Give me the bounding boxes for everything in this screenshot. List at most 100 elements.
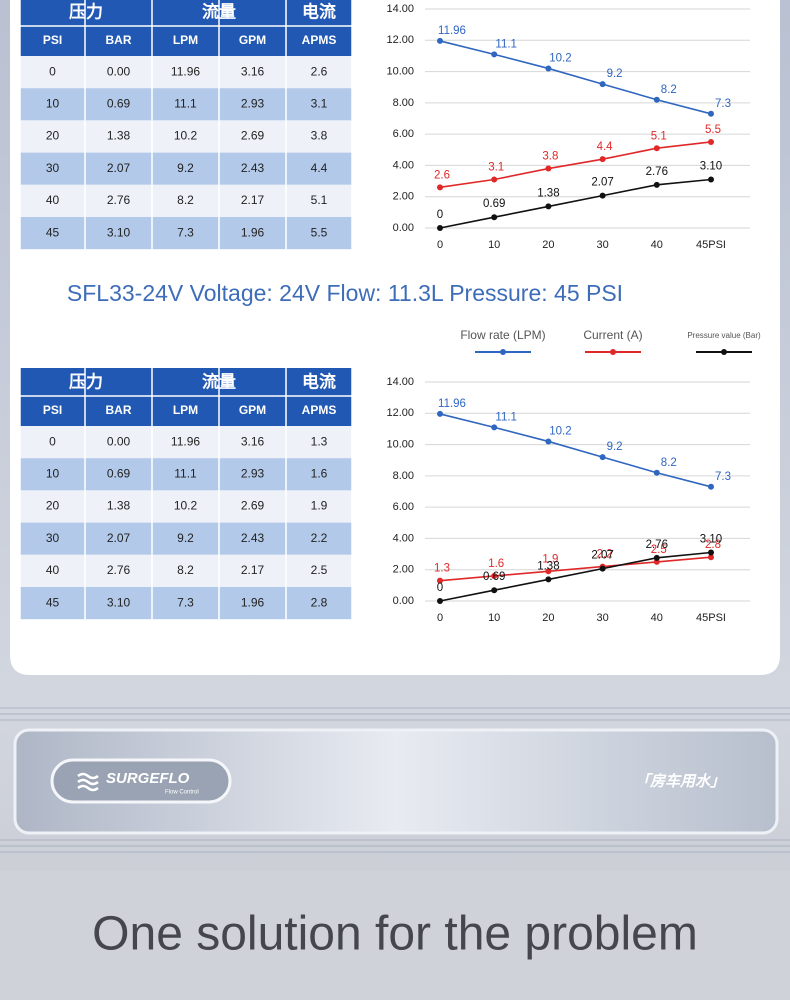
- brand-waves: [77, 772, 99, 792]
- x-tick-label: 40: [651, 612, 663, 624]
- data-point: [437, 598, 443, 604]
- table-column: BAR: [106, 403, 132, 417]
- table-column: PSI: [43, 33, 62, 47]
- brand: SURGEFLO: [106, 770, 190, 787]
- x-tick-label: 0: [437, 239, 443, 251]
- data-label: 10.2: [549, 52, 571, 64]
- table-row: [20, 56, 352, 89]
- legend-label: Current (A): [583, 328, 642, 342]
- table-cell: 3.10: [107, 595, 131, 609]
- banner: [13, 728, 779, 835]
- heading: SFL33-24V Voltage: 24V Flow: 11.3L Press…: [67, 280, 623, 306]
- data-label: 0.69: [483, 571, 505, 583]
- table-cell: 5.1: [311, 193, 328, 207]
- legend-label: Flow rate (LPM): [460, 328, 545, 342]
- data-label: 2.5: [651, 544, 667, 556]
- data-label: 1.38: [537, 187, 559, 199]
- data-point: [491, 176, 498, 183]
- table-column: GPM: [239, 403, 266, 417]
- data-label: 2.07: [591, 550, 613, 562]
- y-tick-label: 10.00: [386, 65, 414, 77]
- table-cell: 3.16: [241, 434, 265, 448]
- table-cell: 2.93: [241, 96, 265, 110]
- x-tick-label: 30: [596, 239, 608, 251]
- data-label: 2.8: [705, 539, 721, 551]
- data-label: 11.1: [495, 38, 517, 50]
- data-point: [599, 81, 606, 88]
- data-label: 1.9: [542, 553, 558, 565]
- table-cell: 40: [46, 563, 60, 577]
- table-cell: 2.69: [241, 129, 265, 143]
- data-point: [599, 156, 606, 163]
- y-tick-label: 12.00: [386, 34, 414, 46]
- table-row: [20, 88, 352, 121]
- table-cell: 2.93: [241, 466, 265, 480]
- table-cell: 0: [49, 64, 56, 78]
- x-tick-label: 0: [437, 612, 443, 624]
- table-cell: 45: [46, 225, 60, 239]
- table-row: [20, 587, 352, 620]
- table-cell: 2.76: [107, 193, 131, 207]
- x-tick-label: 20: [542, 239, 554, 251]
- x-tick-label: 30: [596, 612, 608, 624]
- table-cell: 2.6: [311, 64, 328, 78]
- data-point: [708, 549, 714, 556]
- data-point: [653, 469, 660, 476]
- data-point: [491, 587, 498, 594]
- table-column: APMS: [302, 403, 337, 417]
- table-row: [20, 458, 352, 491]
- data-label: 8.2: [661, 84, 677, 96]
- table-cell: 1.96: [241, 595, 265, 609]
- table-cell: 2.07: [107, 161, 131, 175]
- table-cell: 30: [46, 161, 60, 175]
- table-cell: 2.43: [241, 161, 265, 175]
- data-label: 10.2: [549, 425, 571, 437]
- table-cell: 0.00: [107, 434, 131, 448]
- table-cell: 8.2: [177, 563, 194, 577]
- table-cell: 20: [46, 129, 60, 143]
- data-point: [545, 165, 552, 172]
- series-line: [439, 178, 712, 229]
- table-cell: 9.2: [177, 161, 194, 175]
- series-line: [439, 413, 712, 488]
- table-column: LPM: [173, 33, 198, 47]
- table-column: GPM: [239, 33, 266, 47]
- data-label: 0.69: [483, 198, 505, 210]
- data-point: [653, 554, 660, 561]
- table-cell: 0: [49, 434, 56, 448]
- y-tick-label: 4.00: [393, 532, 414, 544]
- data-point: [491, 572, 498, 579]
- y-tick-label: 6.00: [393, 501, 414, 513]
- y-tick-label: 2.00: [393, 564, 414, 576]
- data-point: [437, 410, 443, 417]
- y-tick-label: 2.00: [393, 191, 414, 203]
- table-column: BAR: [106, 33, 132, 47]
- table-cell: 10: [46, 466, 60, 480]
- data-label: 11.1: [495, 411, 517, 423]
- stripes: [0, 707, 790, 853]
- data-point: [437, 577, 443, 584]
- data-label: 9.2: [607, 68, 623, 80]
- data-point: [653, 96, 660, 103]
- table-cell: 2.17: [241, 193, 265, 207]
- data-point: [491, 214, 498, 221]
- table-cell: 1.6: [311, 466, 328, 480]
- slogan: One solution for the problem: [92, 908, 698, 961]
- data-point: [491, 424, 498, 431]
- data-point: [708, 138, 714, 145]
- table-row: [20, 184, 352, 217]
- data-label: 7.3: [715, 98, 731, 110]
- table-cell: 5.5: [311, 225, 328, 239]
- table-cell: 30: [46, 531, 60, 545]
- table-cell: 2.8: [311, 595, 328, 609]
- table-cell: 7.3: [177, 225, 194, 239]
- table-cell: 2.5: [311, 563, 328, 577]
- table-cell: 11.96: [171, 64, 200, 78]
- table-cell: 1.38: [107, 129, 131, 143]
- table-cell: 3.10: [107, 225, 131, 239]
- slogan-band: [0, 870, 790, 1000]
- data-point: [708, 554, 714, 561]
- x-tick-label: 45PSI: [696, 612, 726, 624]
- table-cell: 1.38: [107, 499, 131, 513]
- table-row: [20, 120, 352, 153]
